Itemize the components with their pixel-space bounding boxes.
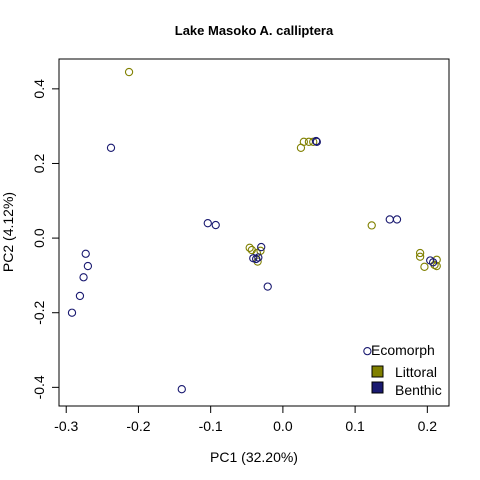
point-littoral [415,252,425,261]
point-benthic [79,273,88,282]
point-littoral [124,67,134,77]
y-tick-label: 0.4 [31,79,47,99]
point-benthic [428,258,438,267]
x-tick-label: -0.1 [199,418,223,434]
x-axis-title: PC1 (32.20%) [210,449,298,465]
legend-swatch-littoral [371,365,384,378]
point-benthic [203,219,212,228]
data-points [67,67,441,394]
x-axis-ticks: -0.3 -0.2 -0.1 0.0 0.1 0.2 [54,406,437,434]
x-tick-label: 0.0 [273,418,293,434]
point-benthic [311,136,321,146]
point-littoral [420,262,429,271]
x-tick-label: -0.2 [126,418,150,434]
point-littoral [299,137,308,146]
point-littoral [245,243,254,252]
y-tick-label: 0.0 [31,228,47,248]
point-benthic [81,249,90,258]
point-benthic [254,253,263,262]
x-tick-label: 0.2 [418,418,438,434]
point-benthic [257,242,266,252]
point-benthic [106,143,116,152]
x-tick-label: -0.3 [54,418,78,434]
y-tick-label: -0.4 [31,375,47,399]
point-benthic [67,308,77,317]
point-littoral [415,248,425,258]
legend-label-littoral: Littoral [395,364,437,380]
legend-swatch-benthic [371,381,384,394]
legend-label-benthic: Benthic [395,382,442,398]
y-axis-ticks: -0.4 -0.2 0.0 0.2 0.4 [31,79,59,399]
legend-title: Ecomorph [371,342,435,358]
x-tick-label: 0.1 [345,418,365,434]
y-tick-label: 0.2 [31,154,47,174]
point-benthic [75,291,85,301]
point-benthic [211,220,220,230]
point-benthic [263,282,272,291]
point-benthic [83,261,93,271]
y-axis-title: PC2 (4.12%) [0,192,16,272]
point-benthic [392,215,402,224]
chart-title: Lake Masoko A. calliptera [175,23,334,38]
y-tick-label: -0.2 [31,300,47,324]
point-benthic [363,347,372,356]
legend: Ecomorph Littoral Benthic [371,342,442,398]
point-benthic [385,215,394,224]
point-benthic [252,254,261,264]
point-littoral [367,221,376,230]
point-benthic [312,137,321,146]
point-benthic [177,385,186,394]
